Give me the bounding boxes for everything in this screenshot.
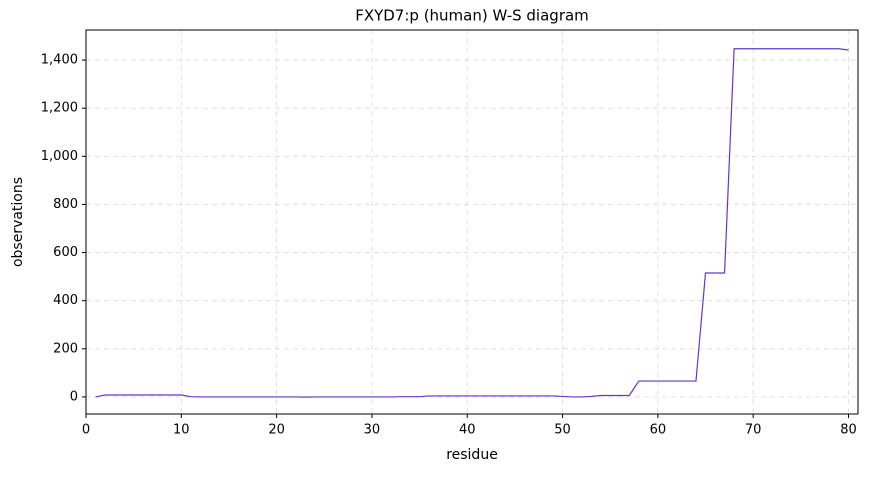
y-tick-label: 400 (53, 293, 78, 308)
x-tick-label: 70 (745, 423, 762, 438)
grid (85, 30, 858, 414)
chart-title: FXYD7:p (human) W-S diagram (355, 7, 589, 25)
plot (95, 48, 849, 398)
y-tick-label: 1,400 (41, 53, 78, 68)
y-tick-label: 600 (53, 245, 78, 260)
x-tick-label: 20 (268, 423, 285, 438)
y-tick-label: 0 (70, 389, 78, 404)
y-tick-label: 800 (53, 197, 78, 212)
x-tick-label: 30 (364, 423, 381, 438)
y-tick-label: 1,200 (41, 101, 78, 116)
y-tick-label: 200 (53, 341, 78, 356)
y-axis-label: observations (10, 177, 26, 267)
ticks: 0 200 400 600 800 1,000 1,200 1,400 0 10 20 30 40 50 6… (41, 53, 857, 438)
x-tick-label: 0 (82, 423, 90, 438)
x-tick-label: 50 (554, 423, 571, 438)
x-tick-label: 60 (650, 423, 667, 438)
y-tick-label: 1,000 (41, 149, 78, 164)
x-axis-label: residue (446, 447, 498, 463)
x-tick-label: 40 (459, 423, 476, 438)
plot-frame (85, 29, 859, 415)
x-tick-label: 80 (840, 423, 857, 438)
data-line (95, 48, 849, 398)
x-tick-label: 10 (173, 423, 190, 438)
